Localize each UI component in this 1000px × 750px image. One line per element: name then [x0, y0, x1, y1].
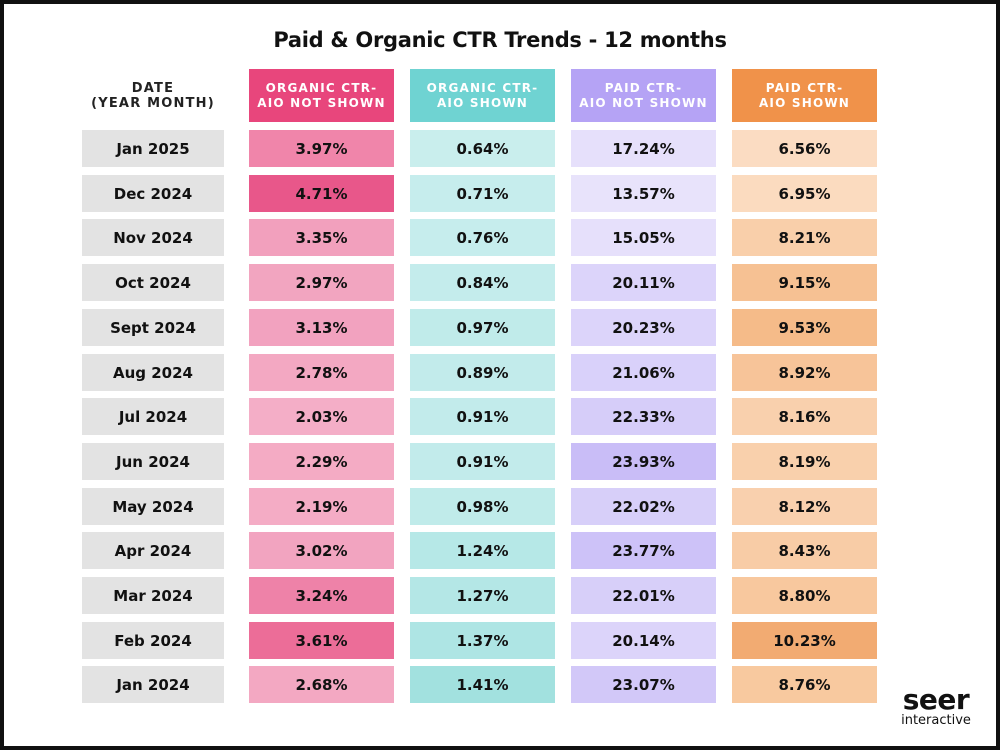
- value-cell-organic-aio-not-shown: 2.19%: [249, 488, 394, 525]
- value-cell-organic-aio-shown: 0.64%: [410, 130, 555, 167]
- value-cell-paid-aio-shown: 8.21%: [732, 219, 877, 256]
- value-cell-paid-aio-not-shown: 13.57%: [571, 175, 716, 212]
- value-cell-organic-aio-shown: 1.37%: [410, 622, 555, 659]
- value-cell-paid-aio-not-shown: 23.93%: [571, 443, 716, 480]
- value-cell-paid-aio-shown: 9.53%: [732, 309, 877, 346]
- value-cell-paid-aio-shown: 8.43%: [732, 532, 877, 569]
- value-cell-paid-aio-shown: 8.19%: [732, 443, 877, 480]
- date-cell: Oct 2024: [82, 264, 224, 301]
- logo-tagline: interactive: [901, 713, 971, 728]
- header-organic-aio-not-shown: ORGANIC CTR- AIO NOT SHOWN: [249, 69, 394, 122]
- value-cell-paid-aio-shown: 8.12%: [732, 488, 877, 525]
- date-cell: Sept 2024: [82, 309, 224, 346]
- date-cell: Nov 2024: [82, 219, 224, 256]
- value-cell-organic-aio-not-shown: 2.03%: [249, 398, 394, 435]
- value-cell-organic-aio-shown: 1.27%: [410, 577, 555, 614]
- value-cell-paid-aio-not-shown: 22.33%: [571, 398, 716, 435]
- date-cell: Aug 2024: [82, 354, 224, 391]
- value-cell-organic-aio-shown: 0.98%: [410, 488, 555, 525]
- value-cell-organic-aio-not-shown: 3.24%: [249, 577, 394, 614]
- value-cell-paid-aio-not-shown: 20.14%: [571, 622, 716, 659]
- header-organic-aio-shown: ORGANIC CTR- AIO SHOWN: [410, 69, 555, 122]
- date-cell: Mar 2024: [82, 577, 224, 614]
- value-cell-organic-aio-shown: 0.71%: [410, 175, 555, 212]
- value-cell-paid-aio-shown: 8.80%: [732, 577, 877, 614]
- date-cell: May 2024: [82, 488, 224, 525]
- value-cell-paid-aio-not-shown: 17.24%: [571, 130, 716, 167]
- value-cell-paid-aio-shown: 10.23%: [732, 622, 877, 659]
- value-cell-paid-aio-not-shown: 22.01%: [571, 577, 716, 614]
- value-cell-organic-aio-shown: 0.84%: [410, 264, 555, 301]
- value-cell-paid-aio-not-shown: 20.11%: [571, 264, 716, 301]
- value-cell-organic-aio-not-shown: 3.13%: [249, 309, 394, 346]
- chart-title: Paid & Organic CTR Trends - 12 months: [273, 28, 727, 52]
- value-cell-paid-aio-shown: 8.92%: [732, 354, 877, 391]
- date-cell: Apr 2024: [82, 532, 224, 569]
- value-cell-organic-aio-shown: 0.89%: [410, 354, 555, 391]
- value-cell-paid-aio-not-shown: 15.05%: [571, 219, 716, 256]
- value-cell-paid-aio-not-shown: 23.77%: [571, 532, 716, 569]
- value-cell-paid-aio-shown: 9.15%: [732, 264, 877, 301]
- value-cell-organic-aio-not-shown: 2.29%: [249, 443, 394, 480]
- date-cell: Jan 2025: [82, 130, 224, 167]
- value-cell-paid-aio-shown: 6.56%: [732, 130, 877, 167]
- value-cell-organic-aio-not-shown: 3.61%: [249, 622, 394, 659]
- value-cell-organic-aio-not-shown: 2.78%: [249, 354, 394, 391]
- value-cell-organic-aio-not-shown: 2.68%: [249, 666, 394, 703]
- header-date: DATE (YEAR MONTH): [91, 80, 215, 111]
- seer-logo: seer interactive: [886, 686, 986, 728]
- value-cell-paid-aio-not-shown: 23.07%: [571, 666, 716, 703]
- value-cell-paid-aio-not-shown: 21.06%: [571, 354, 716, 391]
- date-cell: Feb 2024: [82, 622, 224, 659]
- value-cell-organic-aio-not-shown: 4.71%: [249, 175, 394, 212]
- value-cell-organic-aio-shown: 0.91%: [410, 443, 555, 480]
- value-cell-organic-aio-shown: 1.41%: [410, 666, 555, 703]
- value-cell-organic-aio-not-shown: 3.02%: [249, 532, 394, 569]
- date-cell: Jun 2024: [82, 443, 224, 480]
- value-cell-organic-aio-shown: 0.76%: [410, 219, 555, 256]
- date-cell: Jan 2024: [82, 666, 224, 703]
- value-cell-organic-aio-shown: 0.91%: [410, 398, 555, 435]
- value-cell-organic-aio-not-shown: 2.97%: [249, 264, 394, 301]
- value-cell-organic-aio-shown: 0.97%: [410, 309, 555, 346]
- date-cell: Dec 2024: [82, 175, 224, 212]
- value-cell-organic-aio-not-shown: 3.35%: [249, 219, 394, 256]
- header-paid-aio-not-shown: PAID CTR- AIO NOT SHOWN: [571, 69, 716, 122]
- value-cell-organic-aio-shown: 1.24%: [410, 532, 555, 569]
- value-cell-paid-aio-not-shown: 22.02%: [571, 488, 716, 525]
- value-cell-organic-aio-not-shown: 3.97%: [249, 130, 394, 167]
- logo-wordmark: seer: [902, 683, 970, 716]
- value-cell-paid-aio-not-shown: 20.23%: [571, 309, 716, 346]
- header-paid-aio-shown: PAID CTR- AIO SHOWN: [732, 69, 877, 122]
- value-cell-paid-aio-shown: 6.95%: [732, 175, 877, 212]
- value-cell-paid-aio-shown: 8.76%: [732, 666, 877, 703]
- date-cell: Jul 2024: [82, 398, 224, 435]
- value-cell-paid-aio-shown: 8.16%: [732, 398, 877, 435]
